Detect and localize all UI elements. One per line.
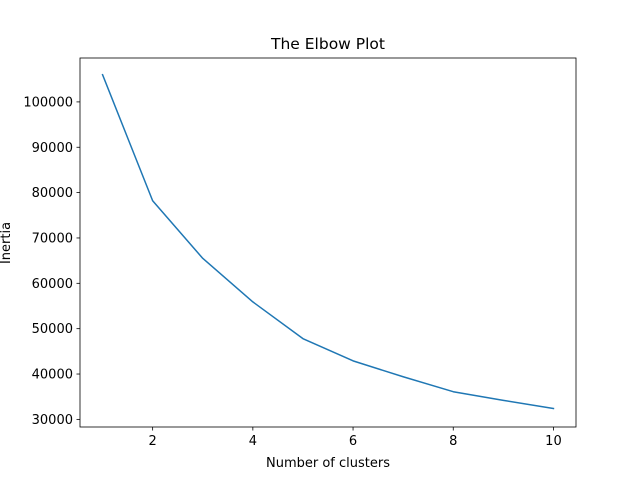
x-tick-label: 4 [249,434,257,449]
x-tick-label: 8 [449,434,457,449]
y-axis-label: Inertia [0,222,14,264]
x-tick-label: 6 [349,434,357,449]
series-line-0 [101,73,555,410]
y-tick-label: 50000 [32,322,73,337]
x-axis-label: Number of clusters [266,456,390,471]
y-tick-label: 30000 [32,413,73,428]
y-tick-label: 100000 [23,95,73,110]
x-tick-label: 2 [149,434,157,449]
chart-title: The Elbow Plot [270,35,385,53]
x-tick-label: 10 [545,434,562,449]
y-tick-label: 80000 [32,186,73,201]
y-tick-label: 90000 [32,141,73,156]
plot-area: 2 4 6 8 10 30000 40000 50000 60000 70000 80000 9000… [23,57,577,449]
axes-frame [79,57,577,428]
y-tick-label: 70000 [32,231,73,246]
y-tick-label: 40000 [32,368,73,383]
y-tick-label: 60000 [32,277,73,292]
